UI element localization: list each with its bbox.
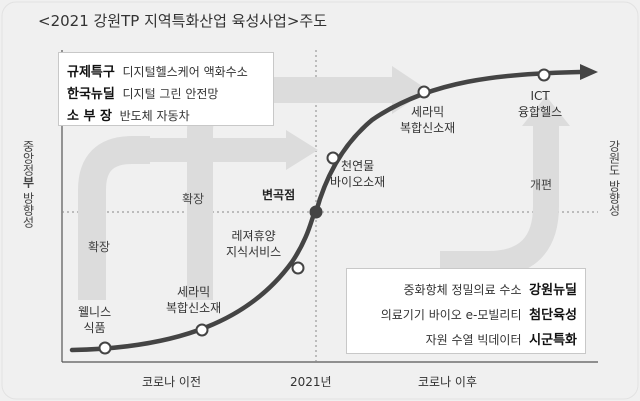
node-label-ceramic-after: 세라믹 복합신소재 bbox=[400, 105, 456, 135]
flow-arrow-left bbox=[78, 136, 150, 300]
flow-arrowhead-upper bbox=[286, 130, 318, 170]
flow-label-reorganize: 개편 bbox=[530, 178, 553, 192]
page-title: <2021 강원TP 지역특화산업 육성사업>주도 bbox=[38, 12, 328, 30]
central-policy-box: 규제특구 디지털헬스케어 액화수소 한국뉴딜 디지털 그린 안전망 소 부 장 … bbox=[58, 52, 274, 126]
node-wellness bbox=[98, 341, 112, 355]
node-ceramic-before bbox=[195, 323, 209, 337]
node-ceramic-after bbox=[417, 85, 431, 99]
central-policy-row: 소 부 장 반도체 자동차 bbox=[67, 109, 190, 124]
gangwon-policy-box: 중화항체 정밀의료 수소 강원뉴딜 의료기기 바이오 e-모빌리티 첨단육성 자… bbox=[346, 268, 586, 354]
flow-arrow-right bbox=[440, 126, 559, 277]
node-label-wellness: 웰니스 식품 bbox=[78, 305, 112, 335]
gangwon-policy-row: 중화항체 정밀의료 수소 강원뉴딜 bbox=[403, 283, 577, 298]
flow-label-expand-middle: 확장 bbox=[182, 192, 205, 206]
central-policy-row: 한국뉴딜 디지털 그린 안전망 bbox=[67, 87, 219, 102]
node-leisure bbox=[291, 261, 305, 275]
flow-label-expand-left: 확장 bbox=[88, 240, 111, 254]
node-inflection bbox=[309, 205, 323, 219]
node-label-ict: ICT 융합헬스 bbox=[518, 89, 563, 119]
node-label-natural-bio: 천연물 바이오소재 bbox=[330, 159, 386, 189]
inflection-label: 변곡점 bbox=[262, 188, 296, 202]
x-label-after-covid: 코로나 이후 bbox=[418, 375, 478, 389]
growth-curve-arrowhead bbox=[580, 64, 598, 80]
right-axis-label: 강원도 방향성 bbox=[607, 140, 621, 216]
node-natural-bio bbox=[326, 151, 340, 165]
gangwon-policy-row: 의료기기 바이오 e-모빌리티 첨단육성 bbox=[380, 308, 577, 323]
x-label-2021: 2021년 bbox=[290, 375, 332, 389]
flow-arrowhead-right bbox=[522, 96, 570, 126]
node-label-ceramic-before: 세라믹 복합신소재 bbox=[166, 285, 222, 315]
x-label-before-covid: 코로나 이전 bbox=[142, 375, 202, 389]
node-label-leisure: 레져휴양 지식서비스 bbox=[226, 229, 282, 259]
node-ict bbox=[537, 68, 551, 82]
gangwon-policy-row: 자원 수열 빅데이터 시군특화 bbox=[425, 333, 577, 348]
left-axis-label: 중앙정부 방향성 bbox=[21, 140, 35, 228]
central-policy-row: 규제특구 디지털헬스케어 액화수소 bbox=[67, 65, 248, 80]
